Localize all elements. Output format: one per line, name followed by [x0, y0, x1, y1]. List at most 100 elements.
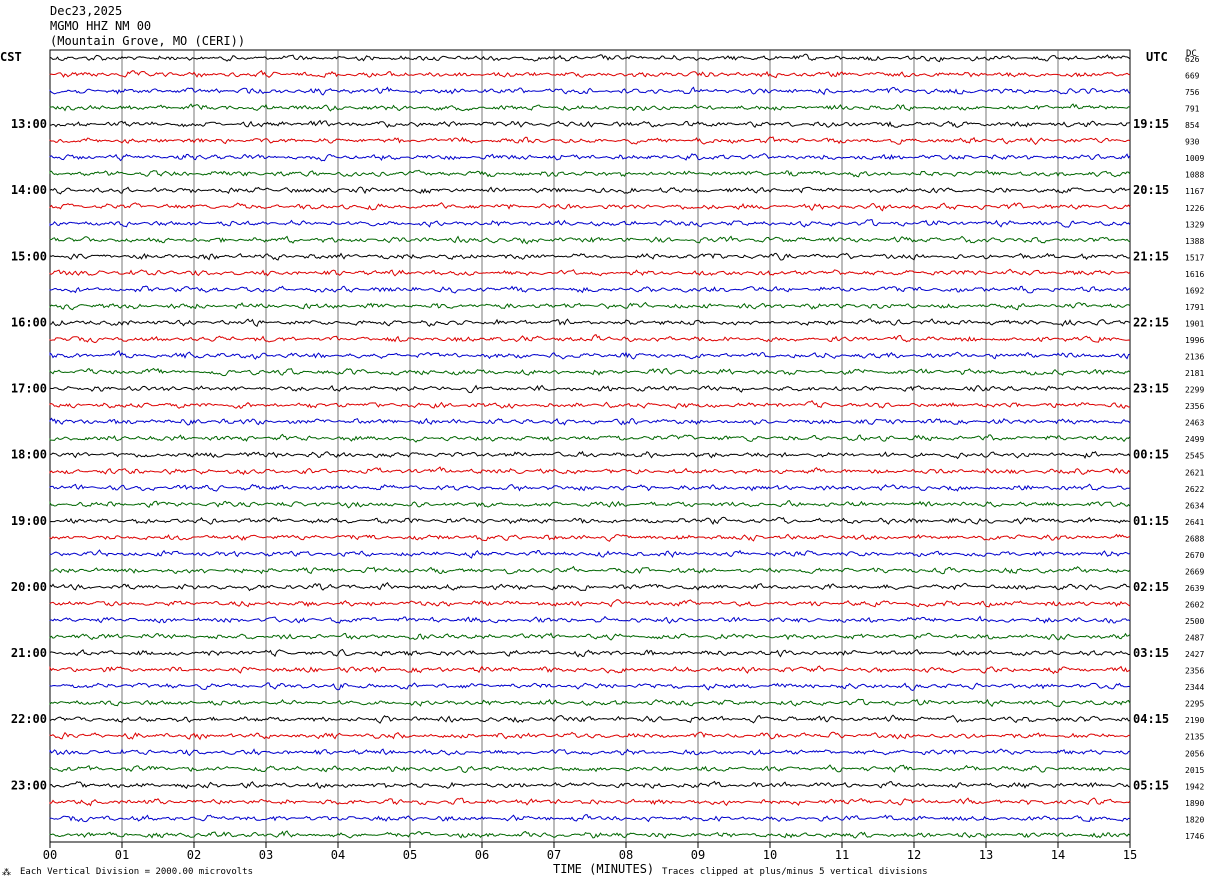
seismic-trace — [49, 169, 1131, 178]
left-hour-label: 22:00 — [11, 712, 47, 726]
x-tick-label: 07 — [547, 848, 561, 862]
dc-offset-label: 1890 — [1185, 799, 1204, 808]
left-hour-label: 18:00 — [11, 448, 47, 462]
seismic-trace — [49, 384, 1131, 394]
seismic-trace — [49, 665, 1131, 675]
dc-offset-label: 756 — [1185, 88, 1200, 97]
x-tick-label: 06 — [475, 848, 489, 862]
seismic-trace — [49, 814, 1131, 823]
seismic-trace — [49, 333, 1131, 344]
dc-offset-label: 791 — [1185, 105, 1200, 114]
seismic-trace — [49, 433, 1131, 443]
left-hour-label: 19:00 — [11, 514, 47, 528]
seismic-trace — [49, 615, 1131, 624]
dc-offset-label: 2344 — [1185, 683, 1204, 692]
dc-offset-label: 2634 — [1185, 501, 1204, 510]
seismic-trace — [49, 119, 1131, 128]
dc-offset-label: 2500 — [1185, 617, 1204, 626]
seismic-trace — [49, 318, 1131, 328]
seismic-trace — [49, 285, 1131, 294]
seismic-trace — [49, 698, 1131, 708]
left-hour-label: 13:00 — [11, 117, 47, 131]
x-tick-label: 05 — [403, 848, 417, 862]
seismic-trace — [49, 153, 1131, 162]
x-tick-label: 01 — [115, 848, 129, 862]
seismic-trace — [49, 549, 1131, 559]
x-tick-label: 03 — [259, 848, 273, 862]
seismic-trace — [49, 136, 1131, 146]
seismic-trace — [49, 450, 1131, 460]
dc-offset-label: 669 — [1185, 72, 1200, 81]
left-hour-label: 16:00 — [11, 315, 47, 329]
dc-offset-label: 2621 — [1185, 468, 1204, 477]
dc-offset-label: 2135 — [1185, 733, 1204, 742]
dc-offset-label: 2641 — [1185, 518, 1204, 527]
dc-offset-label: 1616 — [1185, 270, 1204, 279]
dc-offset-label: 854 — [1185, 121, 1200, 130]
seismic-trace — [49, 350, 1131, 360]
right-hour-label: 04:15 — [1133, 712, 1169, 726]
x-tick-label: 09 — [691, 848, 705, 862]
right-hour-label: 01:15 — [1133, 514, 1169, 528]
x-tick-label: 04 — [331, 848, 345, 862]
right-hour-label: 23:15 — [1133, 382, 1169, 396]
x-tick-label: 14 — [1051, 848, 1065, 862]
seismic-trace — [49, 219, 1131, 228]
dc-offset-label: 2181 — [1185, 369, 1204, 378]
seismic-trace — [49, 780, 1131, 789]
dc-offset-label: 1996 — [1185, 336, 1204, 345]
right-hour-label: 00:15 — [1133, 448, 1169, 462]
clip-note: Traces clipped at plus/minus 5 vertical … — [662, 867, 928, 877]
dc-offset-label: 1901 — [1185, 319, 1204, 328]
seismic-trace — [49, 682, 1131, 691]
seismic-trace — [49, 103, 1131, 112]
x-tick-label: 08 — [619, 848, 633, 862]
seismic-trace — [49, 186, 1131, 195]
seismic-trace — [49, 731, 1130, 741]
header-station: MGMO HHZ NM 00 — [50, 19, 152, 33]
dc-offset-label: 1329 — [1185, 220, 1204, 229]
left-hour-label: 20:00 — [11, 580, 47, 594]
seismic-trace — [49, 797, 1131, 807]
right-hour-label: 05:15 — [1133, 778, 1169, 792]
dc-offset-label: 2487 — [1185, 634, 1204, 643]
seismic-trace — [49, 367, 1131, 377]
dc-offset-label: 2499 — [1185, 435, 1204, 444]
seismic-trace — [49, 466, 1131, 476]
dc-offset-label: 2463 — [1185, 419, 1204, 428]
seismic-trace — [49, 400, 1131, 410]
dc-offset-label: 2295 — [1185, 700, 1204, 709]
dc-offset-label: 2356 — [1185, 402, 1204, 411]
seismic-trace — [49, 748, 1131, 757]
dc-offset-label: 2670 — [1185, 551, 1204, 560]
seismic-trace — [49, 202, 1131, 212]
x-axis-label: TIME (MINUTES) — [553, 862, 655, 876]
right-hour-label: 20:15 — [1133, 183, 1169, 197]
seismic-trace — [49, 714, 1131, 724]
right-hour-label: 02:15 — [1133, 580, 1169, 594]
dc-offset-label: 2136 — [1185, 353, 1204, 362]
scale-note: Each Vertical Division = 2000.00 microvo… — [20, 867, 253, 877]
left-hour-label: 23:00 — [11, 778, 47, 792]
dc-offset-label: 1692 — [1185, 286, 1204, 295]
seismic-trace — [49, 417, 1131, 426]
dc-offset-label: 2056 — [1185, 749, 1204, 758]
x-tick-label: 12 — [907, 848, 921, 862]
dc-offset-label: 626 — [1185, 55, 1200, 64]
dc-offset-label: 1746 — [1185, 832, 1204, 841]
dc-offset-label: 2190 — [1185, 716, 1204, 725]
seismic-trace — [49, 483, 1131, 492]
x-tick-label: 11 — [835, 848, 849, 862]
seismic-trace — [49, 533, 1131, 542]
dc-offset-label: 2622 — [1185, 485, 1204, 494]
x-tick-label: 13 — [979, 848, 993, 862]
right-hour-label: 22:15 — [1133, 315, 1169, 329]
seismic-trace — [49, 268, 1131, 277]
seismic-trace — [49, 500, 1131, 509]
seismic-trace — [49, 599, 1131, 608]
dc-offset-label: 2602 — [1185, 600, 1204, 609]
dc-offset-label: 930 — [1185, 138, 1200, 147]
dc-offset-label: 1517 — [1185, 253, 1204, 262]
seismic-trace — [49, 301, 1131, 311]
plot-frame — [49, 49, 1131, 843]
